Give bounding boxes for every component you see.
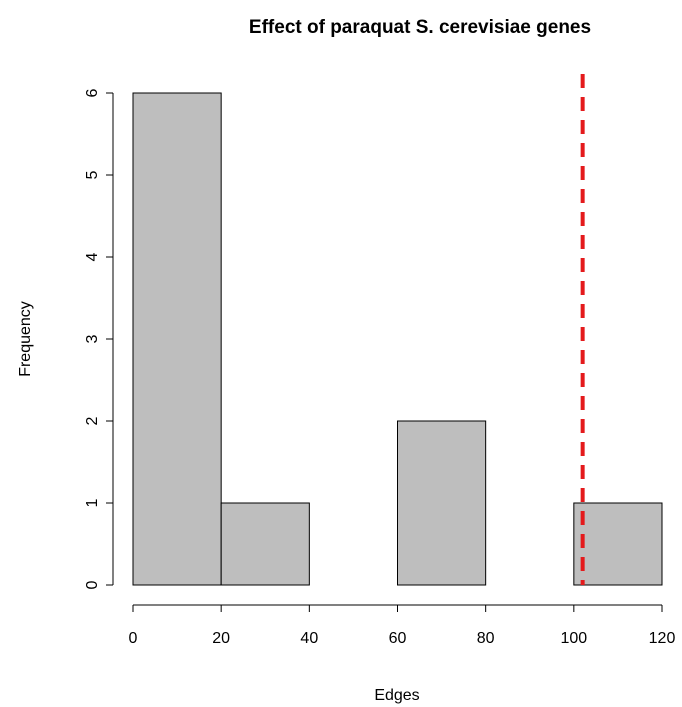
y-tick-label-0: 0 <box>84 580 101 589</box>
x-axis: 0 20 40 60 80 100 120 <box>129 604 676 647</box>
y-axis: 0 1 2 3 4 5 6 <box>84 88 114 589</box>
histogram-bar-5 <box>573 502 663 586</box>
histogram-bar-0 <box>132 92 222 586</box>
y-tick-label-3: 3 <box>84 334 101 343</box>
y-axis-label: Frequency <box>17 301 34 377</box>
y-tick-label-6: 6 <box>84 88 101 97</box>
histogram-bar-1 <box>220 502 310 586</box>
x-tick-label-60: 60 <box>389 630 407 647</box>
x-tick-label-20: 20 <box>212 630 230 647</box>
x-tick-label-80: 80 <box>477 630 495 647</box>
x-tick-label-0: 0 <box>129 630 138 647</box>
x-tick-label-40: 40 <box>300 630 318 647</box>
y-tick-label-2: 2 <box>84 416 101 425</box>
y-tick-label-5: 5 <box>84 170 101 179</box>
x-tick-label-120: 120 <box>649 630 676 647</box>
bars-group <box>132 92 663 586</box>
x-axis-label: Edges <box>374 687 419 704</box>
x-tick-label-100: 100 <box>560 630 587 647</box>
y-tick-label-1: 1 <box>84 498 101 507</box>
y-tick-label-4: 4 <box>84 252 101 261</box>
chart-title: Effect of paraquat S. cerevisiae genes <box>249 17 591 38</box>
histogram-bar-3 <box>397 420 487 586</box>
